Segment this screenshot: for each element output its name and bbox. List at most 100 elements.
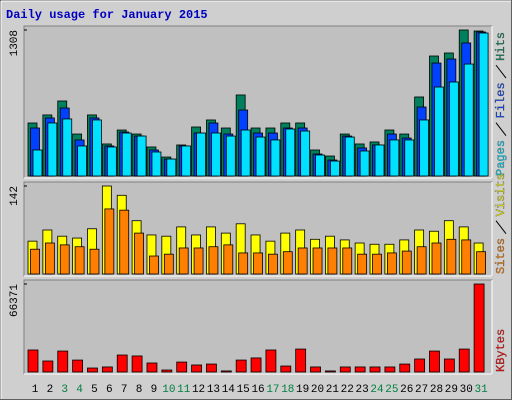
- x-tick-label: 29: [445, 384, 458, 396]
- bar: [206, 363, 217, 373]
- bar: [47, 122, 58, 177]
- x-tick-label: 10: [162, 384, 175, 396]
- legend-label: KBytes: [494, 329, 508, 372]
- x-tick-label: 19: [296, 384, 309, 396]
- bar: [163, 253, 174, 275]
- x-tick-label: 18: [281, 384, 294, 396]
- bar: [446, 238, 457, 275]
- bar: [238, 252, 249, 275]
- bar: [463, 63, 474, 177]
- x-tick-label: 28: [430, 384, 443, 396]
- x-tick-label: 23: [356, 384, 369, 396]
- bar: [119, 209, 130, 275]
- chart-title: Daily usage for January 2015: [6, 8, 208, 22]
- bar: [374, 144, 385, 177]
- bar: [181, 145, 192, 177]
- bar: [134, 232, 144, 275]
- x-tick-label: 12: [192, 384, 205, 396]
- bar: [431, 242, 442, 275]
- bar: [342, 247, 353, 275]
- x-tick-label: 16: [251, 384, 264, 396]
- bar: [300, 130, 311, 177]
- bar: [255, 136, 266, 177]
- x-tick-label: 20: [311, 384, 324, 396]
- x-tick-label: 4: [76, 384, 83, 396]
- bar: [77, 145, 88, 177]
- bar: [42, 360, 54, 373]
- bar: [312, 247, 323, 275]
- bar: [399, 363, 411, 373]
- bar: [191, 364, 202, 373]
- bar: [235, 359, 247, 373]
- bar: [151, 151, 162, 177]
- bar: [104, 208, 115, 275]
- bar: [386, 252, 397, 275]
- y-tick-label: 142: [9, 186, 21, 206]
- bar: [315, 154, 325, 177]
- legend-label: Sites: [494, 238, 508, 274]
- bar: [253, 252, 263, 275]
- bar: [72, 359, 84, 373]
- bar: [473, 283, 485, 373]
- bar: [339, 366, 351, 373]
- legend-separator: [495, 122, 507, 136]
- x-tick-label: 31: [474, 384, 488, 396]
- bar: [270, 139, 281, 177]
- bar: [389, 139, 400, 177]
- bar: [59, 244, 70, 275]
- bar: [211, 132, 221, 177]
- x-tick-label: 6: [106, 384, 113, 396]
- bar: [27, 349, 39, 373]
- bar: [62, 118, 73, 177]
- legend: KBytes: [494, 329, 508, 373]
- bar: [359, 150, 370, 177]
- bar: [106, 146, 117, 177]
- x-tick-label: 13: [207, 384, 220, 396]
- bar: [419, 119, 430, 177]
- bar: [310, 366, 321, 373]
- bar: [429, 350, 440, 373]
- bar: [225, 135, 236, 177]
- bar: [282, 251, 293, 275]
- legend: Pages Files Hits: [494, 32, 508, 176]
- bar: [344, 136, 355, 177]
- legend-label: Hits: [494, 32, 508, 61]
- x-tick-label: 26: [400, 384, 413, 396]
- bar: [87, 367, 98, 373]
- bar: [89, 248, 100, 275]
- bar: [324, 370, 336, 373]
- bar: [208, 246, 219, 275]
- bar: [280, 365, 292, 373]
- legend-label: Visits: [494, 173, 508, 216]
- bar: [458, 348, 470, 373]
- legend-label: Pages: [494, 140, 508, 176]
- legend-label: Files: [494, 82, 508, 118]
- bar: [478, 32, 489, 177]
- bar: [372, 253, 382, 275]
- bar: [149, 255, 159, 275]
- x-tick-label: 25: [385, 384, 398, 396]
- bar: [131, 355, 143, 373]
- x-tick-label: 2: [47, 384, 54, 396]
- x-tick-label: 9: [151, 384, 158, 396]
- x-tick-label: 27: [415, 384, 428, 396]
- bar: [414, 358, 426, 373]
- x-tick-label: 17: [266, 384, 279, 396]
- bar: [265, 349, 277, 373]
- bar: [434, 86, 444, 177]
- x-tick-label: 3: [61, 384, 68, 396]
- x-tick-label: 5: [91, 384, 98, 396]
- x-tick-label: 30: [460, 384, 473, 396]
- legend-separator: [495, 220, 507, 234]
- bar: [357, 253, 368, 275]
- bar: [223, 244, 234, 275]
- bar: [327, 247, 338, 275]
- bar: [146, 362, 158, 373]
- x-tick-label: 11: [177, 384, 191, 396]
- bar: [250, 357, 262, 373]
- bar: [285, 128, 296, 177]
- bar: [369, 366, 381, 373]
- bar: [401, 250, 412, 275]
- bar: [448, 81, 459, 177]
